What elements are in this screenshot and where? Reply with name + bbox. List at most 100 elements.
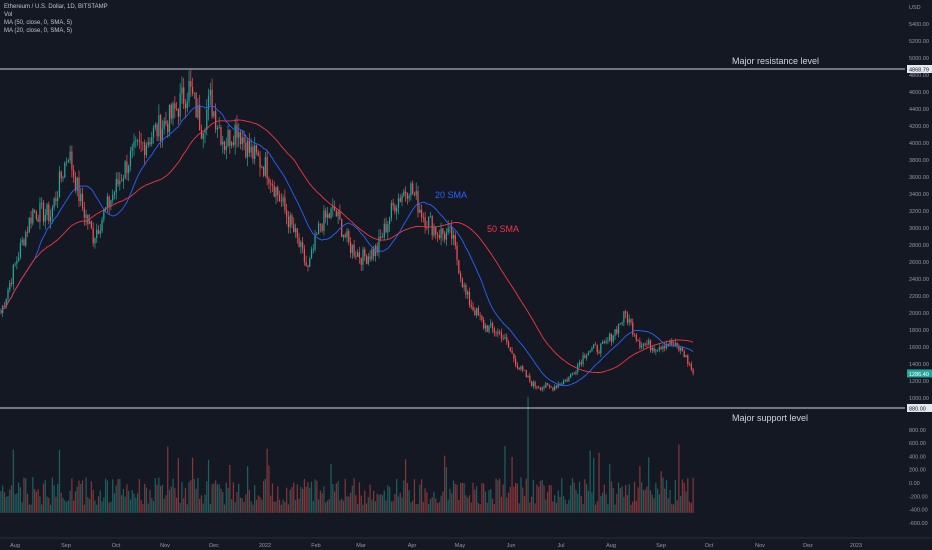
volume-bar — [518, 503, 520, 513]
candle-body — [191, 86, 194, 94]
candle-body — [186, 101, 188, 109]
volume-bar — [392, 501, 394, 513]
candle-body — [365, 256, 368, 264]
volume-bar — [484, 491, 487, 513]
ma20-indicator-label[interactable]: MA (20, close, 0, SMA, 5) — [4, 28, 73, 34]
volume-bar — [594, 504, 597, 513]
volume-bar — [129, 499, 132, 513]
volume-bar — [561, 478, 563, 513]
candle-body — [57, 197, 59, 201]
volume-bar — [571, 478, 574, 513]
candle-body — [655, 350, 657, 352]
volume-bar — [218, 484, 220, 513]
candle-body — [33, 209, 36, 212]
volume-bar — [236, 492, 238, 513]
volume-bar — [342, 500, 345, 513]
candle-body — [14, 263, 16, 265]
candle-body — [404, 191, 407, 194]
volume-bar — [582, 504, 584, 513]
candle-body — [616, 329, 618, 334]
candle-body — [491, 323, 494, 329]
volume-bar — [681, 479, 684, 513]
candle-body — [145, 145, 148, 156]
candle-body — [163, 121, 165, 130]
volume-bar — [300, 486, 302, 513]
volume-bar — [48, 497, 50, 513]
candle-body — [168, 104, 171, 133]
time-axis[interactable]: Aug Sep Oct Nov Dec 2022 Feb Mar Apr May Jun Jul Aug… — [0, 537, 932, 549]
volume-bar — [513, 486, 515, 513]
volume-bar — [28, 504, 30, 513]
volume-bar — [546, 491, 549, 513]
volume-bar — [7, 495, 9, 513]
volume-bar — [152, 500, 155, 513]
volume-bar — [497, 480, 499, 513]
candle-body — [49, 216, 52, 222]
volume-bar — [415, 504, 417, 513]
candle-body — [671, 340, 673, 346]
candle-body — [600, 343, 602, 354]
level-lines: Major resistance level 4868.79 Major suppo… — [0, 56, 932, 423]
volume-bar — [206, 481, 208, 513]
candle-body — [76, 177, 78, 191]
candle-body — [92, 228, 94, 244]
candle-body — [486, 325, 488, 332]
candle-body — [520, 366, 522, 370]
candle-body — [161, 129, 164, 141]
candle-body — [619, 323, 621, 325]
candle-body — [672, 345, 675, 346]
candle-body — [122, 178, 124, 182]
candle-body — [387, 224, 389, 233]
volume-bar — [5, 496, 7, 513]
candle-body — [420, 209, 423, 218]
candle-body — [245, 142, 247, 158]
ma50-indicator-label[interactable]: MA (50, close, 0, SMA, 5) — [4, 20, 73, 26]
volume-bar — [442, 491, 444, 513]
candle-body — [302, 242, 304, 249]
candle-body — [656, 349, 659, 351]
candle-body — [37, 218, 39, 222]
volume-bar — [289, 489, 291, 513]
volume-bar — [651, 494, 653, 513]
volume-bar — [78, 480, 80, 513]
volume-bar — [175, 497, 178, 513]
volume-bar — [532, 479, 534, 513]
volume-bar — [559, 496, 561, 513]
volume-bar — [429, 499, 432, 513]
candle-body — [680, 347, 682, 351]
candle-body — [346, 231, 348, 237]
volume-bar — [103, 497, 105, 513]
candle-body — [112, 194, 114, 201]
candle-body — [254, 145, 256, 159]
volume-bar — [589, 450, 591, 513]
volume-bar — [424, 488, 426, 513]
volume-bar — [536, 484, 538, 513]
volume-bar — [514, 483, 517, 513]
volume-bar — [456, 484, 458, 513]
volume-bar — [33, 489, 36, 513]
symbol-title[interactable]: Ethereum / U.S. Dollar, 1D, BITSTAMP — [4, 4, 108, 10]
volume-bar — [3, 492, 6, 513]
price-axis[interactable]: USD 1000.00 1200.00 1400.00 1600.00 1800.00 20… — [907, 5, 932, 527]
volume-bar — [76, 486, 78, 513]
candle-body — [419, 209, 421, 213]
volume-bar — [369, 484, 371, 513]
candle-body — [538, 387, 540, 389]
volume-bar — [440, 495, 442, 513]
volume-bar — [122, 489, 124, 513]
candle-body — [316, 234, 318, 236]
candle-body — [575, 371, 577, 374]
candle-body — [653, 347, 655, 352]
candle-body — [117, 179, 119, 185]
volume-bar — [458, 499, 460, 513]
volume-bar — [222, 491, 224, 513]
candle-body — [401, 196, 403, 202]
volume-bar — [250, 501, 252, 513]
volume-bar — [49, 504, 52, 513]
candle-body — [415, 191, 417, 196]
candle-body — [550, 386, 552, 388]
price-tick-label: 1000.00 — [909, 396, 929, 402]
vol-indicator-label[interactable]: Vol — [4, 12, 13, 18]
volume-bar — [365, 503, 368, 513]
